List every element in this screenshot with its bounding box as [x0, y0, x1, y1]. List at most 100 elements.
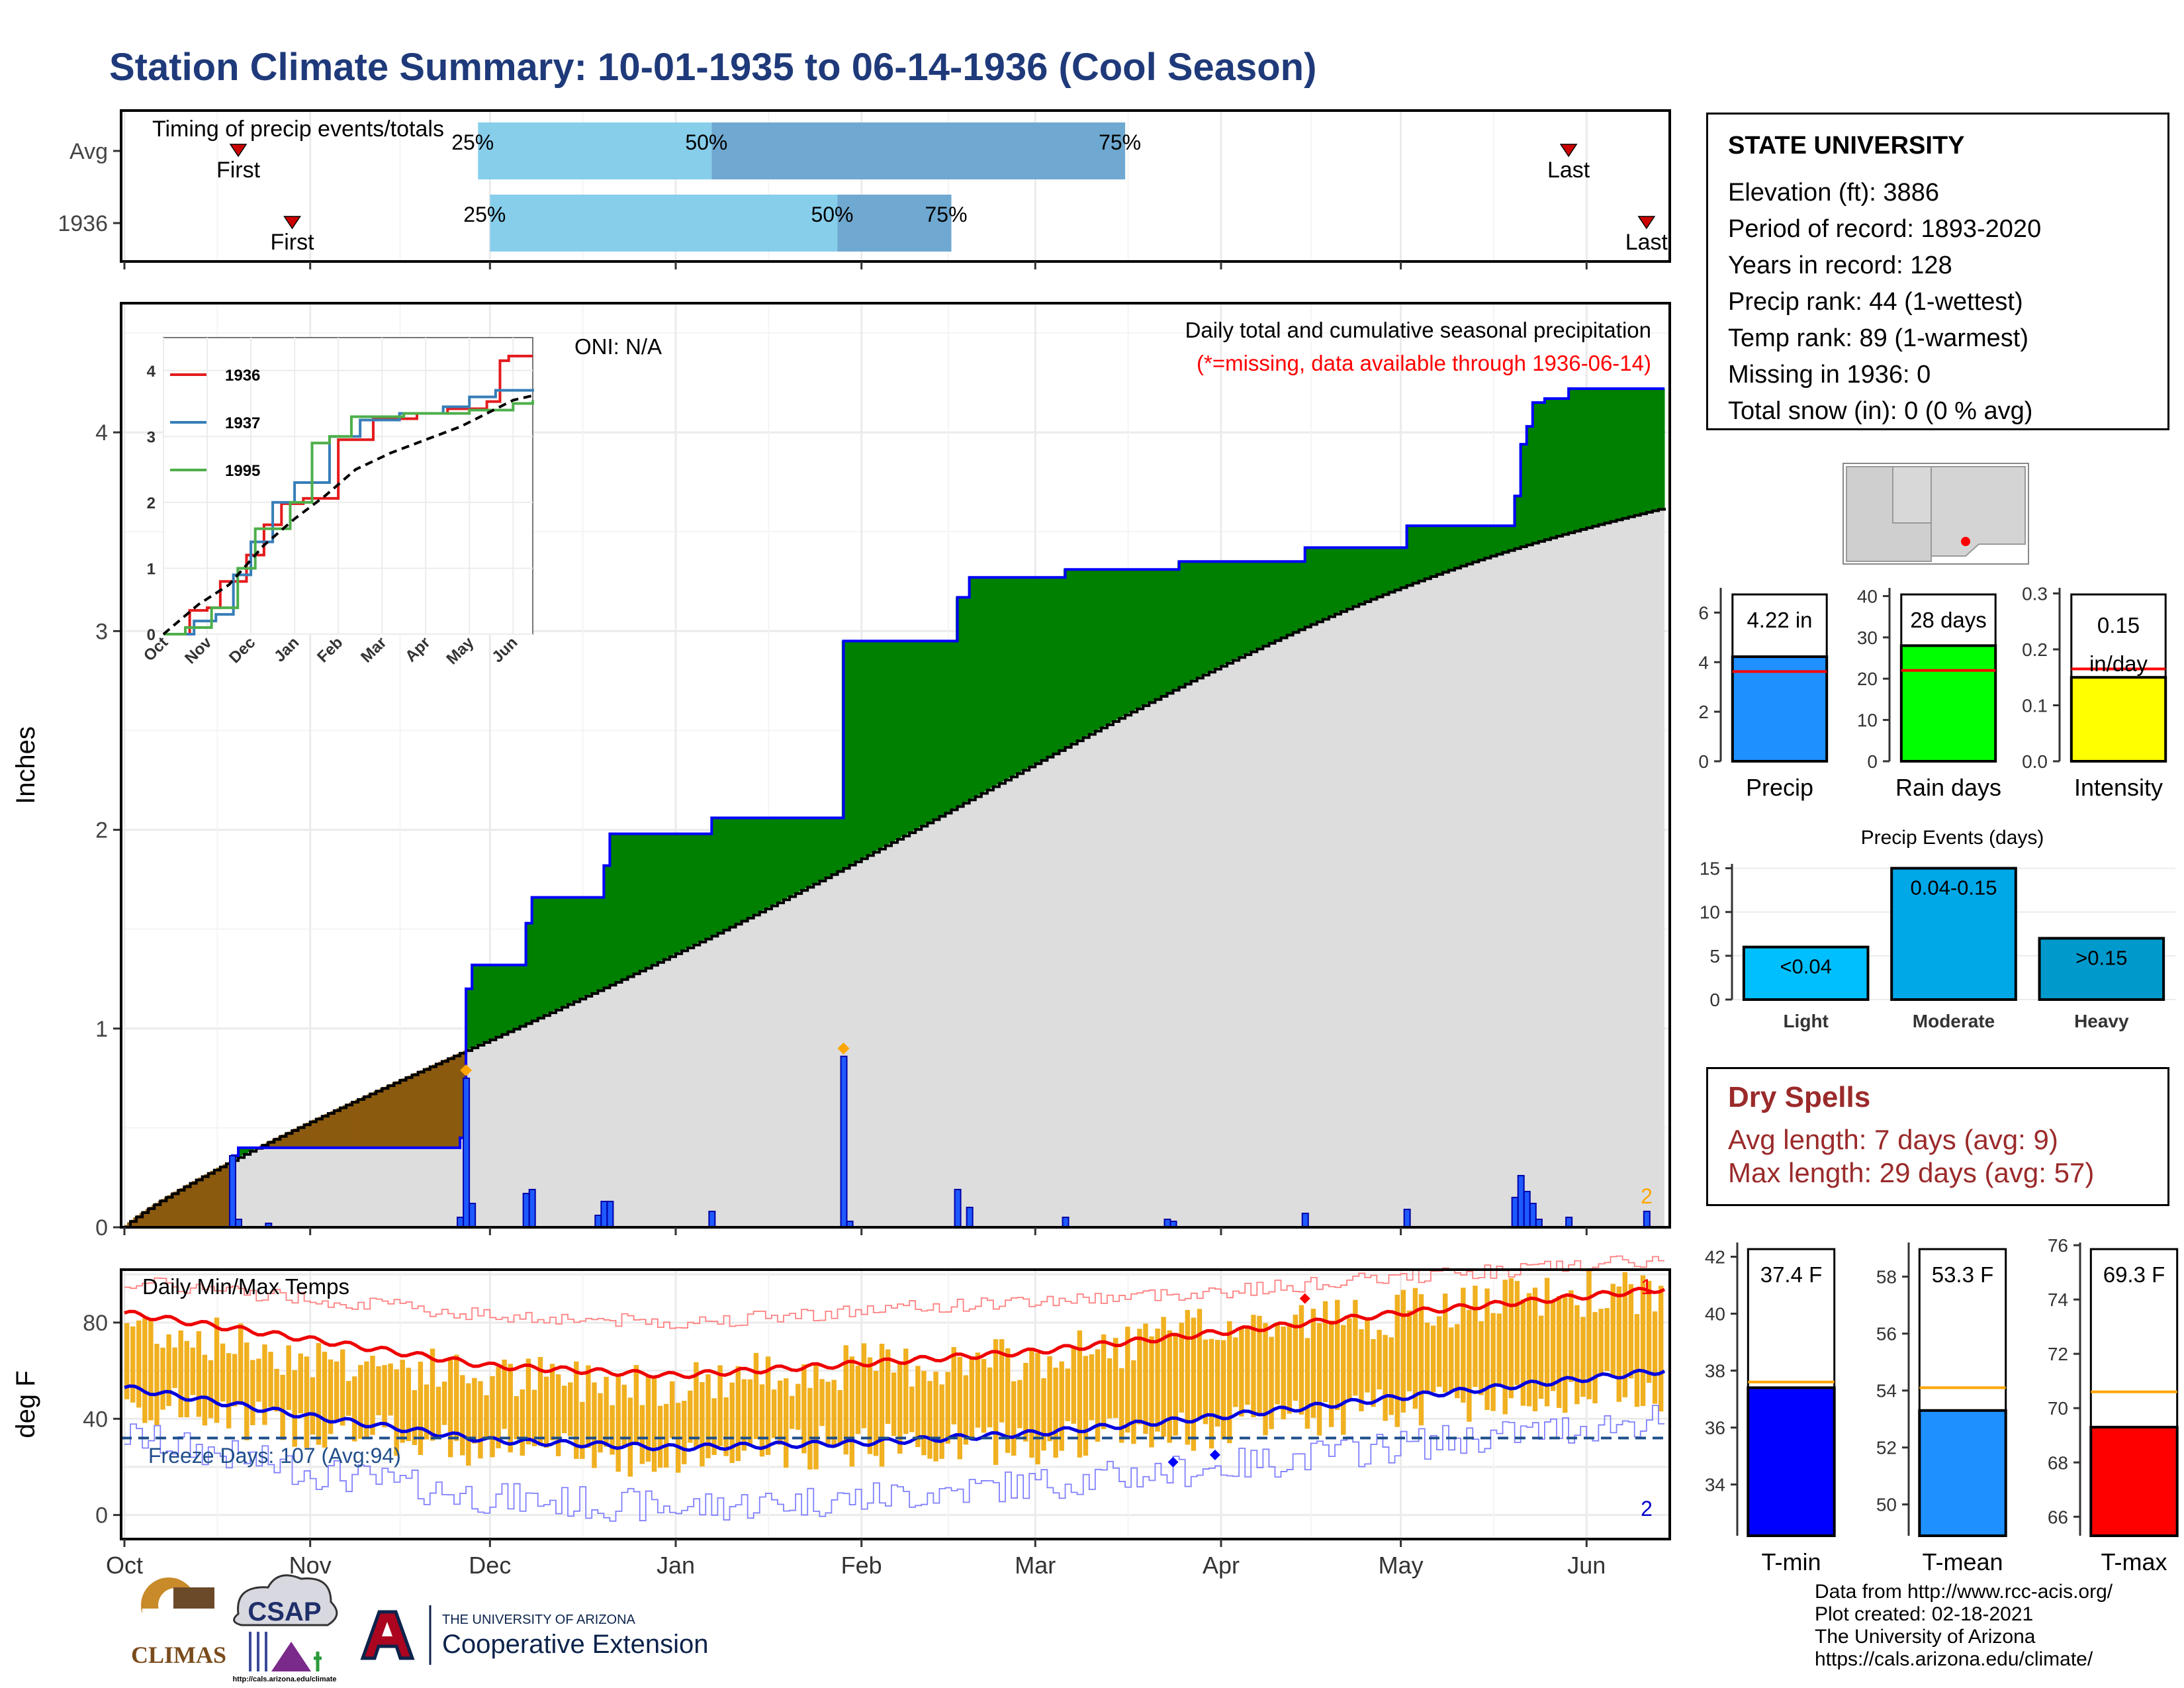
temps-daily-bar: [694, 1362, 699, 1449]
temps-daily-bar: [1455, 1324, 1460, 1399]
tmin-x-label: T-min: [1762, 1548, 1821, 1575]
temps-daily-bar: [580, 1401, 585, 1459]
temps-daily-bar: [897, 1362, 903, 1454]
temps-daily-bar: [1563, 1296, 1568, 1413]
tmean-ytick-label: 54: [1876, 1381, 1897, 1401]
events-bar-label: 0.04-0.15: [1911, 876, 1997, 900]
freeze-days-label: Freeze Days: 107 (Avg:94): [148, 1444, 401, 1468]
temps-daily-bar: [1077, 1330, 1083, 1458]
temps-daily-bar: [861, 1343, 867, 1429]
precip-ytick-label: 0: [95, 1215, 108, 1241]
temps-daily-bar: [208, 1360, 214, 1419]
inset-xtick-label: May: [443, 633, 478, 669]
temps-daily-bar: [1526, 1293, 1532, 1407]
map-state-north: [1892, 466, 1932, 524]
temps-daily-bar: [688, 1390, 693, 1443]
temps-daily-bar: [543, 1376, 549, 1448]
temps-daily-bar: [1328, 1321, 1334, 1427]
temps-daily-bar: [388, 1363, 393, 1416]
tmin-label-box: [1747, 1248, 1836, 1389]
temps-daily-bar: [1424, 1322, 1430, 1394]
temps-daily-bar: [220, 1343, 226, 1402]
temps-daily-bar: [262, 1344, 267, 1425]
temps-daily-bar: [933, 1372, 938, 1462]
precip-ytick-label: 3: [95, 619, 108, 644]
rain-days-x-label: Rain days: [1895, 774, 2001, 801]
temps-daily-bar: [621, 1384, 627, 1448]
precip-total-ytick-label: 0: [1698, 751, 1709, 772]
temps-daily-bar: [1208, 1338, 1214, 1449]
temps-daily-bar: [172, 1347, 177, 1388]
temps-corner-top: 1: [1641, 1275, 1653, 1299]
temps-daily-bar: [1263, 1323, 1268, 1436]
timing-label-25: 25%: [451, 130, 494, 154]
temps-daily-bar: [741, 1379, 747, 1451]
temps-daily-bar: [304, 1356, 310, 1448]
station-period: Period of record: 1893-2020: [1728, 215, 2042, 243]
inset-ytick-label: 4: [147, 363, 156, 381]
temps-daily-bar: [915, 1366, 921, 1448]
events-bar-label: >0.15: [2075, 946, 2127, 969]
temps-daily-bar: [807, 1387, 813, 1470]
temps-daily-bar: [1179, 1323, 1185, 1413]
precip-daily-bar: [1301, 1212, 1309, 1229]
events-bar: [2038, 937, 2165, 1001]
rain-days-ytick-label: 40: [1857, 586, 1878, 606]
precip-daily-bar: [1643, 1210, 1651, 1228]
precip-daily-bar: [528, 1188, 536, 1228]
timing-frame: [120, 109, 1671, 263]
map-state-east: [1931, 466, 2026, 557]
events-bar-label: <0.04: [1780, 955, 1831, 978]
rain-days-ytick-label: 20: [1857, 669, 1878, 689]
temps-daily-bar: [1442, 1293, 1448, 1393]
temps-daily-bar: [1113, 1338, 1118, 1419]
precip-avg-line: [124, 508, 1666, 1229]
temps-daily-bar: [1185, 1309, 1191, 1445]
temps-daily-bar: [759, 1384, 765, 1457]
timing-first-marker: [283, 216, 301, 230]
temps-daily-bar: [939, 1384, 944, 1459]
temps-daily-bar: [1604, 1308, 1610, 1372]
temps-corner-bottom: 2: [1641, 1497, 1653, 1521]
events-ytick-label: 15: [1700, 859, 1720, 879]
temps-daily-bar: [1125, 1327, 1130, 1433]
inset-xtick-label: Jun: [488, 633, 521, 666]
rain-days-value-label: 28 days: [1910, 608, 1987, 632]
temps-daily-bar: [711, 1398, 717, 1456]
temps-daily-bar: [1191, 1317, 1197, 1451]
temps-daily-bar: [1658, 1286, 1664, 1412]
temps-daily-bar: [1214, 1340, 1220, 1427]
temps-daily-bar: [843, 1345, 848, 1455]
intensity-value-label: in/day: [2089, 651, 2148, 676]
temps-daily-bar: [1484, 1288, 1490, 1410]
temps-daily-bar: [1347, 1318, 1352, 1399]
temps-daily-bar: [753, 1352, 759, 1439]
intensity-ytick-label: 0.0: [2022, 751, 2048, 772]
temps-daily-bar: [232, 1354, 238, 1407]
temps-daily-bar: [777, 1380, 783, 1445]
temps-daily-bar: [981, 1358, 987, 1433]
temps-daily-bar: [1322, 1301, 1328, 1403]
temps-daily-bar: [796, 1383, 801, 1430]
temps-daily-bar: [1353, 1299, 1358, 1396]
temps-daily-bar: [472, 1378, 477, 1444]
temps-daily-bar: [1371, 1338, 1376, 1407]
temps-daily-bar: [1646, 1280, 1652, 1383]
map-station-dot: [1961, 537, 1970, 546]
timing-last-marker: [1637, 216, 1656, 230]
precip-frame: [120, 302, 1671, 1229]
temps-daily-bar: [1574, 1305, 1580, 1405]
temps-daily-bar: [316, 1342, 322, 1445]
temps-daily-bar: [1449, 1327, 1454, 1392]
events-category-label: Light: [1783, 1011, 1828, 1031]
credit-url: https://cals.arizona.edu/climate/: [1815, 1648, 2093, 1670]
precip-avg-area: [124, 508, 1664, 1228]
station-elevation: Elevation (ft): 3886: [1728, 179, 1939, 207]
temps-daily-bar: [328, 1359, 334, 1434]
events-bar: [1890, 867, 2017, 1002]
temps-record-marker: [1299, 1293, 1310, 1304]
temps-daily-bar: [586, 1365, 591, 1448]
precip-y-label: Inches: [11, 726, 40, 804]
station-info-box: STATE UNIVERSITY Elevation (ft): 3886 Pe…: [1706, 113, 2169, 430]
precip-daily-bar: [457, 1216, 465, 1229]
